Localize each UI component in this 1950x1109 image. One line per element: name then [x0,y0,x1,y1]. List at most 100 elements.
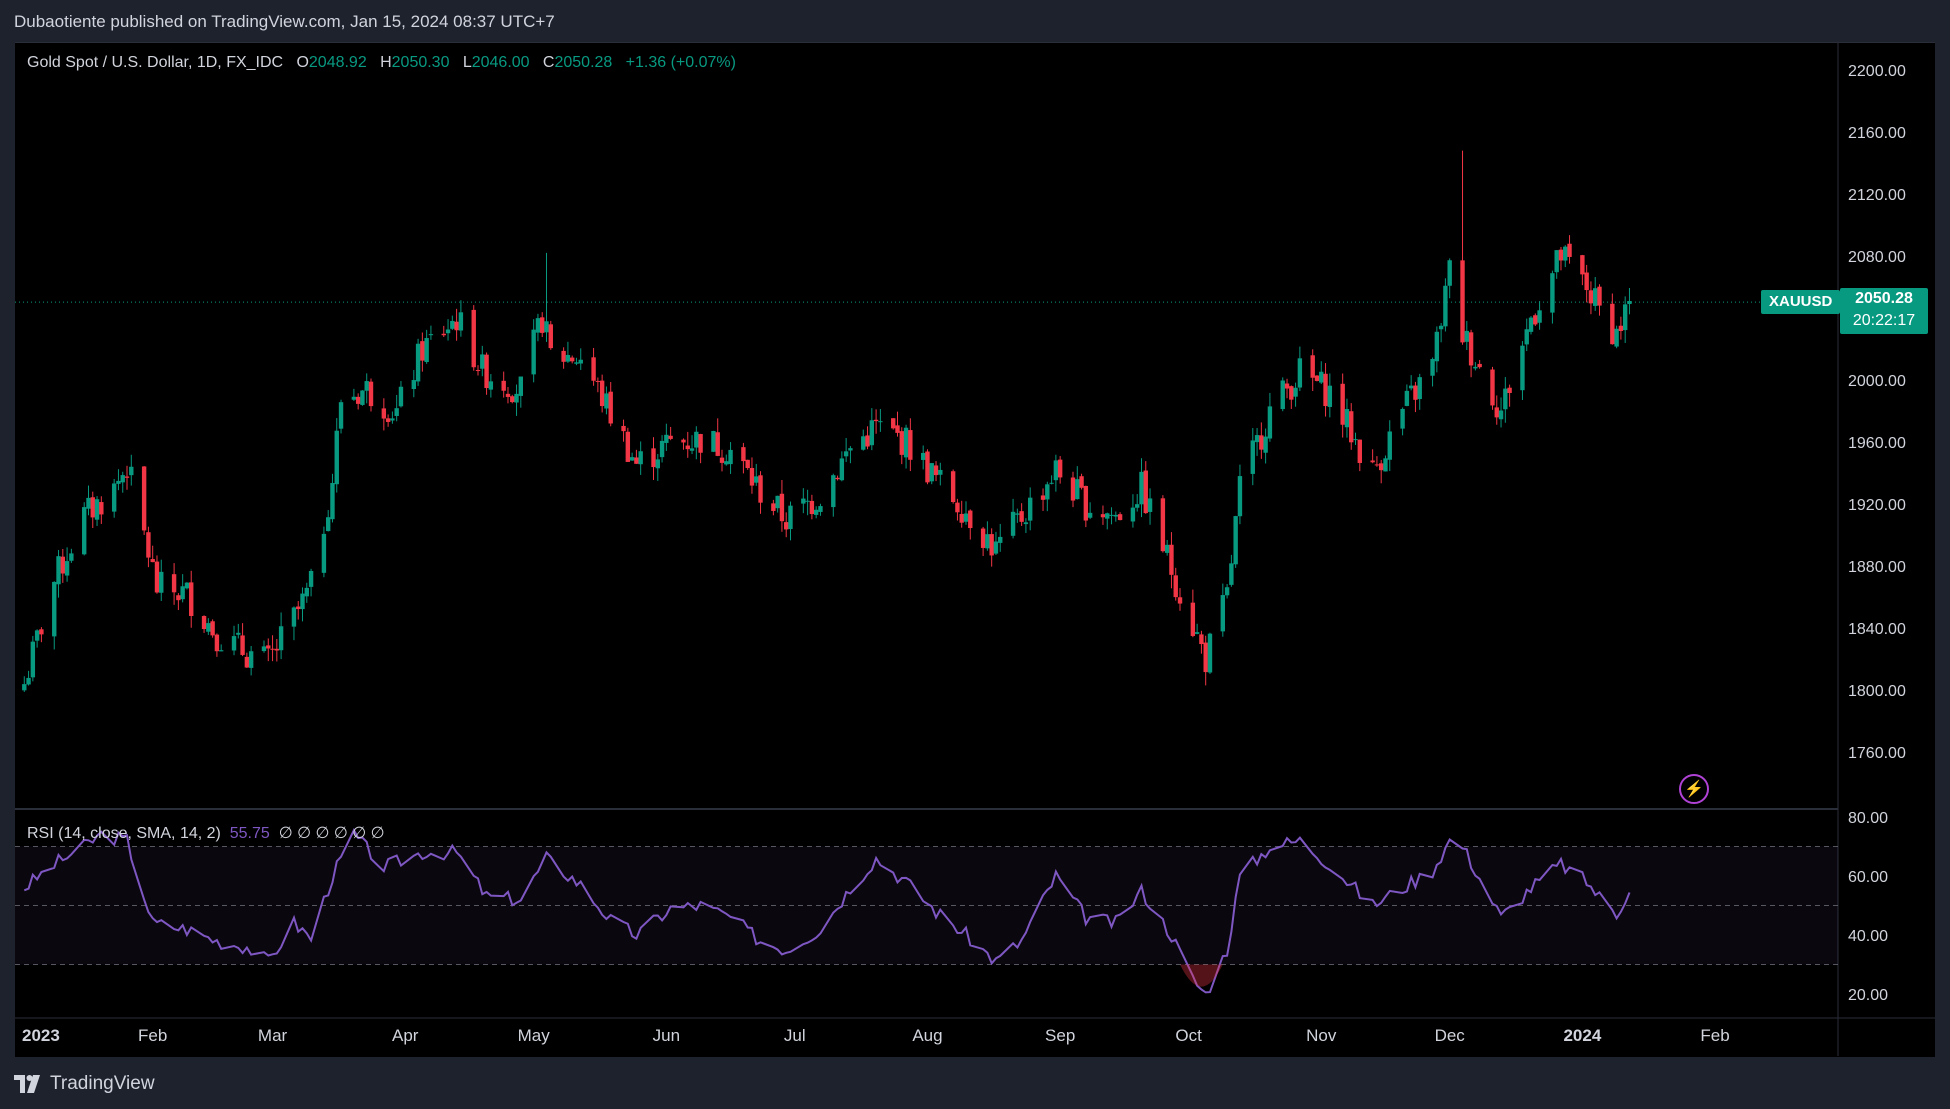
candle-body [835,477,840,480]
candle-body [248,651,254,668]
candle-body [501,380,506,391]
candle-body [1554,250,1559,273]
candle-body [274,648,280,651]
candle-body [1443,285,1448,327]
candle-body [1267,406,1273,439]
candle-body [655,459,660,469]
candle-body [1297,358,1303,388]
candle-body [210,621,215,636]
candle-body [1580,255,1585,275]
candle-body [638,451,643,465]
tradingview-logo[interactable]: TradingView [14,1071,155,1097]
candle-body [741,447,746,462]
candle-body [308,570,314,587]
candle-body [989,534,994,556]
candle-body [171,574,177,593]
candle-body [878,421,883,423]
candle-body [1473,366,1478,369]
candle-body [1113,514,1119,517]
symbol-price-label: XAUUSD [1761,290,1841,314]
candle-body [1498,410,1504,420]
legend-low-label: L [462,54,472,71]
candle-body [561,350,566,362]
rsi-label[interactable]: RSI (14, close, SMA, 14, 2) [27,825,221,842]
candle-body [1263,436,1268,453]
candle-body [1229,563,1234,585]
candle-body [664,434,669,443]
candle-body [925,451,930,483]
candle-body [1374,464,1380,466]
lightning-icon[interactable]: ⚡ [1679,774,1709,804]
candle-body [214,634,220,652]
candle-body [1233,516,1238,565]
candle-body [334,430,339,485]
candle-body [681,439,686,443]
candle-body [993,541,999,554]
candle-body [1177,597,1183,604]
price-tick-label: 1920.00 [1848,497,1906,514]
candle-body [1533,315,1538,325]
candle-body [304,587,309,597]
candle-body [950,471,956,502]
candle-body [1468,332,1474,366]
candle-body [1203,642,1208,673]
candle-body [146,532,151,558]
candle-body [454,321,459,331]
candle-body [1100,514,1106,518]
candle-body [749,467,755,486]
candle-body [899,431,904,455]
candle-body [1584,272,1589,291]
rsi-value: 55.75 [229,825,270,842]
candle-body [848,448,853,451]
time-tick-label: Jul [784,1026,806,1045]
candle-body [338,402,344,429]
candle-body [364,381,369,391]
candle-body [351,396,357,400]
candle-body [1349,411,1354,443]
candle-body [411,380,417,390]
legend-symbol[interactable]: Gold Spot / U.S. Dollar, 1D, FX_IDC [27,54,284,71]
candle-body [1254,435,1260,443]
candle-body [629,457,635,461]
candle-body [1237,476,1243,517]
candle-body [505,393,511,397]
candle-body [1524,329,1529,345]
candle-body [159,571,164,593]
rsi-tick-label: 40.00 [1848,928,1888,945]
candle-body [1135,504,1140,508]
candle-body [1460,260,1465,343]
chart-frame[interactable] [15,42,1935,1058]
candle-body [60,556,66,574]
price-tick-label: 2080.00 [1848,249,1906,266]
candle-body [929,463,934,482]
candle-body [1310,355,1315,378]
candle-body [278,626,284,651]
candle-body [1528,317,1534,332]
candle-body [1194,632,1200,634]
candle-body [176,595,181,601]
candle-body [569,357,575,362]
candle-body [715,432,720,456]
candle-body [1139,471,1144,505]
candle-body [758,475,763,503]
candle-body [1284,383,1290,389]
candle-body [1130,507,1136,522]
candle-body [565,354,571,362]
candle-body [1109,514,1114,516]
candle-body [1447,260,1452,286]
price-legend: Gold Spot / U.S. Dollar, 1D, FX_IDC O204… [27,54,736,72]
time-tick-label: Nov [1306,1026,1337,1045]
price-tick-label: 2160.00 [1848,125,1906,142]
candle-body [1593,288,1598,306]
brand-name: TradingView [50,1073,155,1094]
candle-body [689,448,695,451]
candle-body [963,513,969,522]
candle-body [120,475,125,483]
candle-body [1340,383,1345,425]
candle-body [184,582,190,589]
candle-body [578,359,583,364]
candle-body [1494,407,1499,418]
candle-body [1075,479,1080,500]
last-price-tag: 2050.28 20:22:17 [1840,288,1928,334]
